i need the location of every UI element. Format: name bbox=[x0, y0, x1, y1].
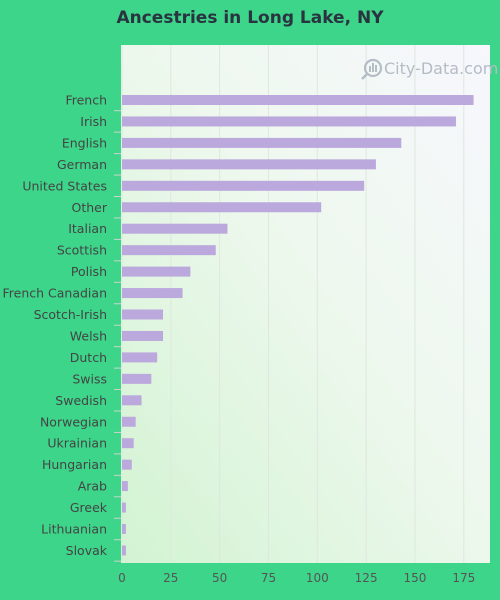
category-label: Scotch-Irish bbox=[34, 307, 107, 322]
bar bbox=[122, 309, 164, 320]
bar bbox=[122, 288, 183, 299]
x-tick-label: 125 bbox=[355, 571, 378, 585]
bar bbox=[122, 416, 136, 427]
category-label: Greek bbox=[70, 500, 108, 515]
category-labels: French Irish English German United States Oth… bbox=[3, 93, 121, 562]
watermark-text: City-Data.com bbox=[384, 59, 498, 78]
category-label: Irish bbox=[80, 114, 107, 129]
category-label: United States bbox=[22, 178, 107, 193]
bar bbox=[122, 266, 191, 277]
bar bbox=[122, 95, 474, 105]
x-tick-label: 100 bbox=[306, 571, 329, 585]
bar bbox=[122, 116, 456, 127]
category-label: Swiss bbox=[72, 371, 107, 386]
category-label: German bbox=[57, 157, 107, 172]
city-data-logo-icon bbox=[361, 58, 383, 80]
category-label: Arab bbox=[78, 479, 107, 494]
bar bbox=[122, 352, 158, 363]
bar bbox=[122, 180, 365, 191]
gridlines bbox=[121, 45, 465, 563]
bar bbox=[122, 202, 322, 213]
category-label: Italian bbox=[68, 221, 107, 236]
bar bbox=[122, 330, 164, 341]
bar bbox=[122, 502, 126, 513]
bar bbox=[122, 481, 128, 492]
x-tick-labels: 0 25 50 75 100 125 150 175 bbox=[118, 571, 475, 585]
bar bbox=[122, 438, 134, 449]
plot-area bbox=[121, 45, 490, 563]
category-label: French bbox=[65, 93, 107, 108]
x-tick-label: 75 bbox=[261, 571, 276, 585]
bars bbox=[122, 95, 474, 556]
category-label: Welsh bbox=[70, 328, 107, 343]
bar bbox=[122, 245, 216, 256]
category-label: Polish bbox=[71, 264, 107, 279]
category-label: Scottish bbox=[57, 243, 107, 258]
category-label: Swedish bbox=[55, 393, 107, 408]
watermark: City-Data.com bbox=[361, 58, 498, 80]
category-label: Lithuanian bbox=[41, 522, 107, 537]
bar bbox=[122, 223, 228, 234]
x-tick-label: 50 bbox=[212, 571, 227, 585]
category-label: Ukrainian bbox=[47, 436, 107, 451]
bar bbox=[122, 545, 126, 556]
x-tick-label: 150 bbox=[403, 571, 426, 585]
category-label: Norwegian bbox=[40, 414, 107, 429]
bar bbox=[122, 395, 142, 406]
bar bbox=[122, 373, 152, 384]
x-tick-label: 25 bbox=[163, 571, 178, 585]
x-tick-label: 175 bbox=[452, 571, 475, 585]
category-label: French Canadian bbox=[3, 286, 108, 301]
category-label: Hungarian bbox=[42, 457, 107, 472]
category-label: Other bbox=[72, 200, 108, 215]
x-tick-label: 0 bbox=[118, 571, 126, 585]
bar bbox=[122, 459, 132, 470]
category-label: English bbox=[62, 135, 107, 150]
bar bbox=[122, 524, 126, 534]
bar bbox=[122, 159, 376, 170]
chart-title: Ancestries in Long Lake, NY bbox=[116, 8, 384, 28]
bar bbox=[122, 137, 402, 148]
category-label: Dutch bbox=[70, 350, 107, 365]
category-label: Slovak bbox=[66, 543, 108, 558]
